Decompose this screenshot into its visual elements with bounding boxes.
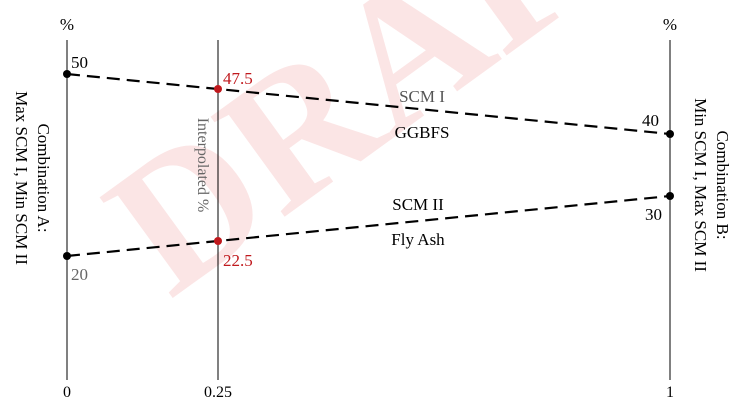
- x-tick-1: 1: [666, 384, 674, 399]
- scm1-interpolated-point: [214, 85, 222, 93]
- scm1-line: [66, 72, 671, 136]
- scm1-end-point: [666, 130, 674, 138]
- scm1-start-point: [63, 70, 71, 78]
- right-title-line1: Combination B:: [713, 130, 732, 239]
- scm2-interpolated-value: 22.5: [223, 251, 253, 270]
- scm2-name: SCM II: [392, 195, 444, 214]
- scm1-interpolated-value: 47.5: [223, 69, 253, 88]
- left-title-line2: Max SCM I, Min SCM II: [12, 91, 31, 265]
- right-unit-label: %: [663, 15, 677, 34]
- scm2-material: Fly Ash: [391, 230, 445, 249]
- right-title-line2: Min SCM I, Max SCM II: [691, 98, 710, 272]
- scm2-end-value: 30: [645, 205, 662, 224]
- scm2-start-value: 20: [71, 265, 88, 284]
- scm2-line: [66, 194, 671, 258]
- scm2-end-point: [666, 192, 674, 200]
- interpolated-label: Interpolated %: [194, 118, 211, 213]
- scm2-interpolated-point: [214, 237, 222, 245]
- left-unit-label: %: [60, 15, 74, 34]
- scm1-end-value: 40: [642, 111, 659, 130]
- x-tick-0: 0: [63, 384, 71, 399]
- scm1-name: SCM I: [399, 87, 445, 106]
- x-tick-025: 0.25: [204, 384, 232, 399]
- scm1-start-value: 50: [71, 53, 88, 72]
- scm2-start-point: [63, 252, 71, 260]
- left-title-line1: Combination A:: [34, 123, 53, 232]
- watermark: DRAFT: [71, 0, 724, 334]
- scm1-material: GGBFS: [395, 123, 450, 142]
